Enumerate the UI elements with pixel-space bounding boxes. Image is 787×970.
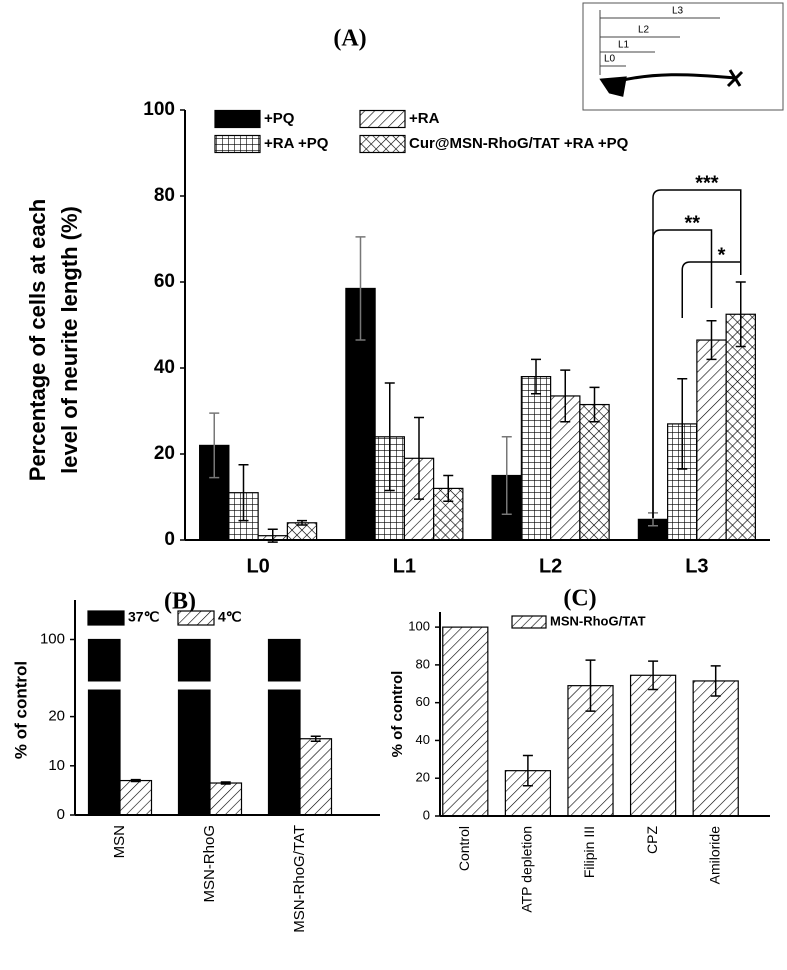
legend-swatch — [87, 610, 125, 626]
legend-label: MSN-RhoG/TAT — [550, 613, 646, 628]
panel-label: (C) — [563, 586, 596, 612]
error-bar — [310, 735, 321, 742]
legend-label: +PQ — [264, 110, 295, 127]
legend-swatch — [359, 134, 406, 154]
bar — [692, 680, 739, 817]
error-bar — [220, 781, 231, 785]
inset-label: L1 — [618, 40, 630, 51]
panel-label: (A) — [333, 26, 366, 52]
y-tick-label: 20 — [416, 770, 430, 785]
error-bar — [384, 382, 395, 492]
x-tick-label: L2 — [539, 555, 562, 577]
legend-swatch — [214, 109, 261, 129]
y-tick-label: 10 — [48, 757, 65, 774]
error-bar — [589, 386, 600, 423]
legend-swatch — [177, 610, 215, 626]
bar — [696, 339, 727, 541]
y-tick-label: 20 — [48, 708, 65, 725]
error-bar — [130, 778, 141, 783]
y-axis-label: % of control — [11, 661, 30, 759]
axis-break — [69, 681, 339, 690]
x-tick-label: L0 — [246, 555, 269, 577]
bar — [299, 738, 333, 816]
legend-label: +RA +PQ — [264, 135, 329, 152]
error-bar — [648, 660, 659, 691]
inset-label: L2 — [638, 25, 650, 36]
significance-label: * — [718, 244, 726, 266]
y-tick-label: 0 — [57, 806, 65, 823]
x-tick-label: Amiloride — [706, 826, 722, 885]
error-bar — [297, 519, 307, 526]
y-tick-label: 0 — [423, 807, 430, 822]
panel-label: (B) — [164, 589, 196, 615]
legend-label: 37℃ — [128, 609, 160, 625]
y-tick-label: 80 — [154, 185, 175, 206]
inset: L3 L2 L1 L0 — [582, 2, 784, 111]
error-bar — [501, 436, 512, 515]
y-tick-label: 40 — [154, 357, 175, 378]
inset-label: L3 — [672, 6, 684, 17]
y-tick-label: 80 — [416, 656, 430, 671]
error-bar — [414, 416, 424, 500]
error-bar — [706, 319, 717, 361]
bar — [520, 376, 552, 541]
y-tick-label: 60 — [416, 694, 430, 709]
bar — [442, 626, 489, 817]
significance-bracket — [652, 229, 713, 518]
y-tick-label: 40 — [416, 732, 430, 747]
bar — [119, 779, 153, 816]
legend-swatch — [214, 134, 261, 154]
legend-swatch — [511, 615, 547, 629]
significance-label: ** — [684, 212, 700, 234]
y-axis-label: level of neurite length (%) — [57, 206, 82, 474]
x-tick-label: CPZ — [644, 826, 660, 854]
bar — [209, 782, 243, 816]
error-bar — [238, 464, 249, 522]
bar — [87, 638, 121, 816]
y-tick-label: 0 — [164, 529, 175, 550]
significance-bracket — [681, 261, 742, 318]
y-tick-label: 100 — [143, 99, 175, 120]
inset-lines — [599, 10, 720, 75]
significance-bracket — [652, 189, 742, 518]
error-bar — [355, 236, 366, 341]
error-bar — [522, 754, 533, 787]
error-bar — [585, 659, 596, 712]
error-bar — [560, 369, 571, 423]
x-tick-label: MSN-RhoG — [201, 825, 218, 903]
x-tick-label: L1 — [393, 555, 416, 577]
bar — [579, 403, 610, 541]
y-axis-label: Percentage of cells at each — [25, 199, 50, 481]
x-tick-label: MSN-RhoG/TAT — [291, 825, 308, 933]
error-bar — [735, 281, 746, 348]
y-tick-label: 60 — [154, 271, 175, 292]
significance-label: *** — [695, 172, 719, 194]
legend-label: +RA — [409, 110, 440, 127]
x-tick-label: Filipin III — [581, 826, 597, 878]
error-bar — [677, 378, 688, 470]
bar — [177, 638, 211, 816]
y-axis-label: % of control — [389, 671, 406, 758]
legend-label: Cur@MSN-RhoG/TAT +RA +PQ — [409, 135, 629, 152]
y-tick-label: 100 — [408, 619, 430, 634]
x-tick-label: L3 — [685, 555, 708, 577]
error-bar — [531, 358, 541, 395]
bar — [267, 638, 301, 816]
legend-label: 4℃ — [218, 609, 242, 625]
y-tick-label: 20 — [154, 443, 175, 464]
inset-label: L0 — [604, 54, 616, 65]
error-bar — [710, 665, 721, 697]
bar — [725, 313, 756, 541]
x-tick-label: MSN — [111, 825, 128, 858]
legend-swatch — [359, 109, 406, 129]
x-tick-label: Control — [456, 826, 472, 871]
y-tick-label: 100 — [40, 630, 65, 647]
x-tick-label: ATP depletion — [519, 826, 535, 913]
error-bar — [209, 412, 220, 479]
inset-cell — [599, 69, 744, 97]
error-bar — [443, 474, 454, 503]
bar — [629, 674, 677, 817]
